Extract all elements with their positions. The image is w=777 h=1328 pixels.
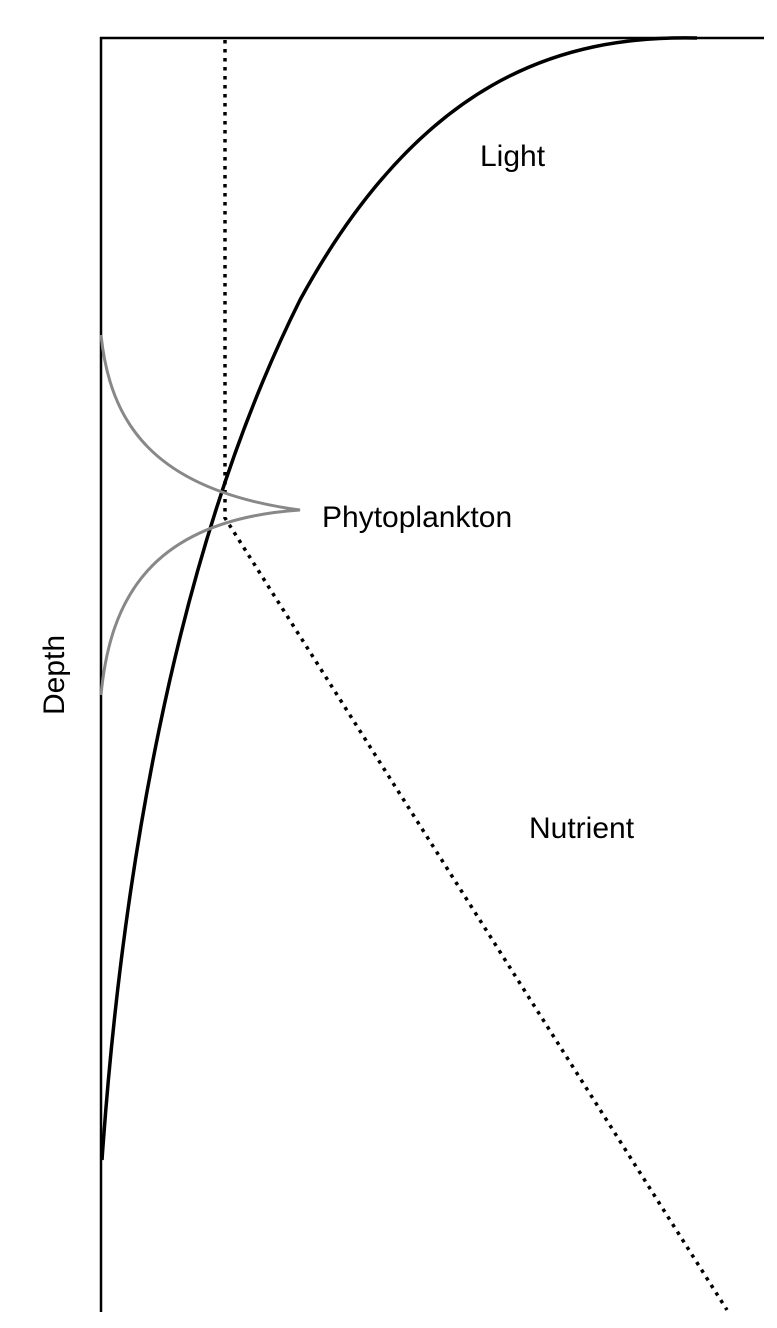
phytoplankton-profile-curve — [99, 334, 301, 696]
light-profile-curve — [100, 36, 698, 1161]
light-label: Light — [480, 140, 546, 173]
nutrient-label: Nutrient — [529, 812, 635, 845]
depth-axis-label: Depth — [38, 635, 71, 715]
nutrient-profile-line — [223, 40, 729, 1311]
phytoplankton-label: Phytoplankton — [322, 501, 512, 534]
